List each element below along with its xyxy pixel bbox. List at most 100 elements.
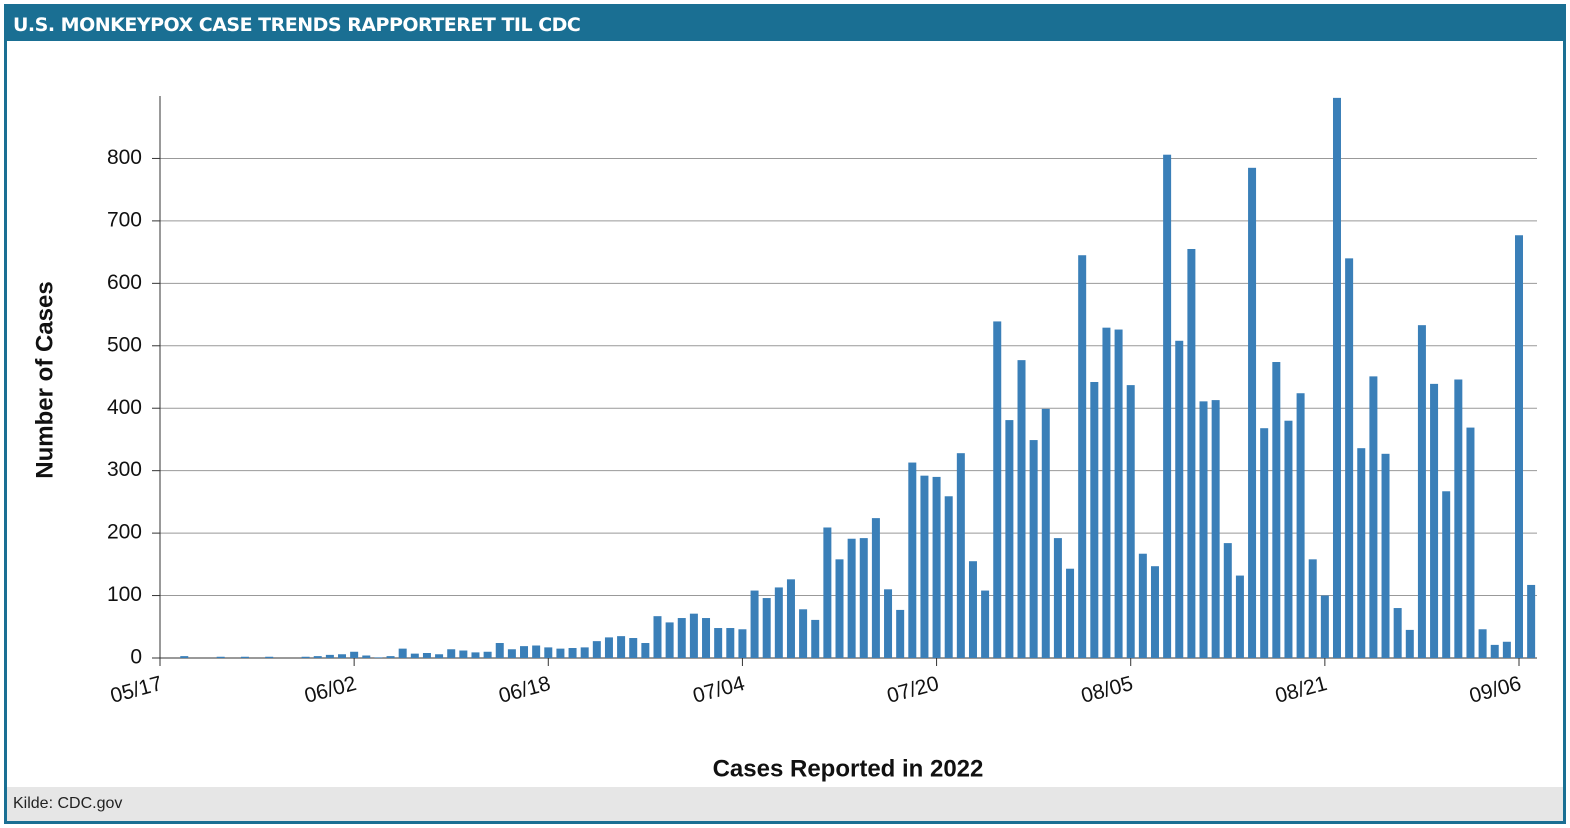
bar (471, 652, 480, 658)
bar (920, 475, 929, 658)
bar (653, 616, 662, 658)
x-tick-label: 07/20 (885, 672, 942, 708)
y-axis-label: Number of Cases (31, 281, 58, 478)
bar (956, 453, 965, 658)
bar (1442, 491, 1451, 658)
bar (1041, 408, 1050, 658)
x-tick-label: 06/02 (302, 672, 359, 708)
bar (265, 656, 274, 658)
bar (1138, 553, 1147, 658)
bar (447, 649, 456, 658)
bar (629, 638, 638, 658)
y-tick-label: 400 (107, 396, 142, 419)
bar (1417, 325, 1426, 658)
bar (859, 538, 868, 658)
x-tick-label: 07/04 (690, 672, 747, 708)
bar (1466, 427, 1475, 658)
bar (1029, 440, 1038, 658)
y-tick-label: 200 (107, 521, 142, 544)
bar (374, 657, 383, 658)
bar (811, 619, 820, 658)
frame: U.S. MONKEYPOX CASE TRENDS RAPPORTERET T… (4, 4, 1566, 824)
bar (1272, 362, 1281, 658)
bar (1454, 379, 1463, 658)
y-tick-label: 700 (107, 208, 142, 231)
bar (1078, 255, 1087, 658)
bar (1017, 360, 1026, 658)
bar (313, 656, 322, 658)
bar (604, 637, 613, 658)
bar (1090, 381, 1099, 658)
bar (1211, 400, 1220, 658)
bar (1320, 595, 1329, 658)
bar (750, 590, 759, 658)
bar (1357, 448, 1366, 658)
bar (520, 646, 529, 658)
bar (362, 655, 371, 658)
bar (1515, 235, 1523, 659)
bar (1114, 329, 1123, 658)
y-tick-label: 300 (107, 458, 142, 481)
y-tick-label: 600 (107, 271, 142, 294)
bar (993, 321, 1002, 658)
bar (1248, 167, 1257, 659)
bar (1296, 393, 1305, 658)
bar (738, 629, 747, 658)
bar (410, 653, 419, 658)
bar (1187, 248, 1196, 658)
bar (762, 598, 771, 658)
bar (301, 656, 310, 658)
header-title: U.S. MONKEYPOX CASE TRENDS RAPPORTERET T… (7, 7, 1563, 41)
bar (544, 647, 553, 658)
bar (884, 589, 893, 658)
bar (1369, 376, 1378, 658)
bar (580, 647, 589, 658)
bar (799, 609, 808, 658)
bar (1066, 568, 1075, 658)
bar (702, 618, 711, 658)
bar (908, 462, 917, 658)
bar (981, 590, 990, 658)
bar (689, 613, 698, 658)
bar (1284, 420, 1293, 658)
bar (1502, 641, 1511, 658)
x-tick-label: 06/18 (496, 672, 553, 708)
bar (1393, 608, 1402, 658)
bar (1527, 584, 1536, 658)
bar (968, 561, 977, 658)
bar (1150, 566, 1159, 658)
bar (823, 527, 832, 658)
bar (786, 579, 795, 658)
bar (216, 656, 225, 658)
bar (1478, 629, 1487, 658)
bar (1381, 453, 1390, 658)
bar (1199, 401, 1208, 658)
bar (944, 496, 953, 658)
bar (847, 538, 856, 658)
bar (932, 476, 941, 658)
x-tick-label: 05/17 (108, 672, 165, 708)
bar (1005, 420, 1014, 658)
x-axis-label: Cases Reported in 2022 (713, 755, 984, 782)
bar (1405, 629, 1414, 658)
bar (386, 656, 395, 658)
bar (483, 651, 492, 658)
y-tick-label: 0 (130, 646, 142, 669)
bar (1102, 327, 1111, 658)
bar (325, 654, 334, 658)
bar (398, 648, 407, 658)
bar (1163, 154, 1172, 658)
bar (1175, 340, 1184, 658)
bar (774, 587, 783, 658)
bar (1332, 97, 1341, 658)
bar (1235, 575, 1244, 658)
bar (338, 654, 347, 658)
bar (568, 648, 577, 658)
bar (1260, 428, 1269, 658)
bar (495, 643, 504, 658)
bar (556, 648, 565, 658)
x-tick-label: 09/06 (1467, 672, 1524, 708)
bar (896, 609, 905, 658)
bar (1490, 644, 1499, 658)
bar (1430, 383, 1439, 658)
